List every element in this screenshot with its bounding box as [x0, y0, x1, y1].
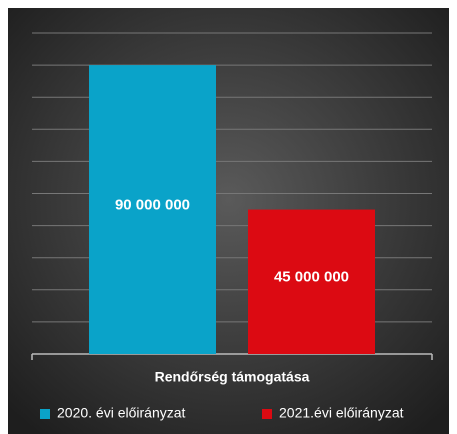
- legend-swatch: [262, 409, 272, 419]
- bar: [248, 209, 375, 354]
- legend-label: 2021.évi előirányzat: [279, 405, 404, 421]
- data-label: 45 000 000: [274, 269, 349, 286]
- x-tick-label: Rendőrség támogatása: [155, 369, 310, 385]
- legend-label: 2020. évi előirányzat: [57, 405, 186, 421]
- data-label: 90 000 000: [115, 197, 190, 214]
- bar: [89, 65, 216, 354]
- chart-background: [8, 8, 449, 434]
- legend-swatch: [40, 409, 50, 419]
